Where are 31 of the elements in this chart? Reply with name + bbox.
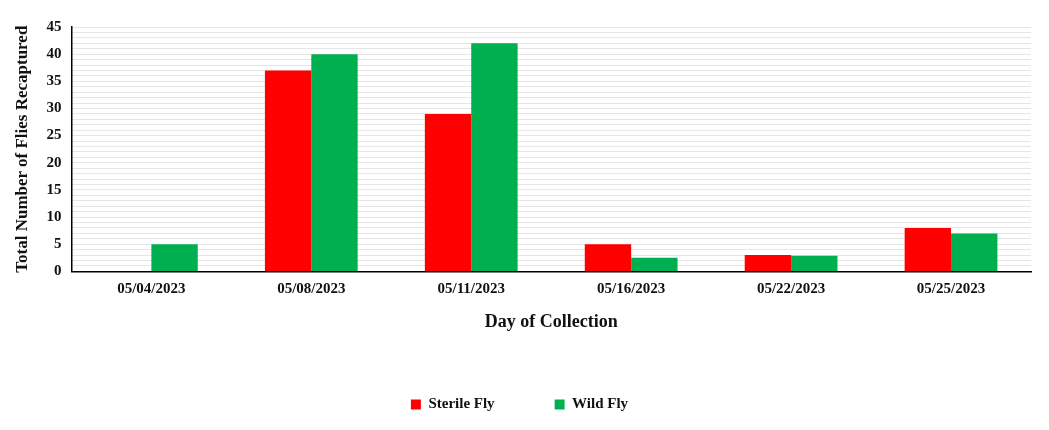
bar bbox=[744, 255, 792, 271]
y-tick-label: 25 bbox=[46, 126, 62, 143]
y-tick-label: 5 bbox=[53, 235, 62, 252]
legend-label: Wild Fly bbox=[572, 395, 629, 412]
bar bbox=[311, 54, 358, 271]
bar bbox=[904, 227, 952, 271]
x-tick-label: 05/11/2023 bbox=[437, 280, 505, 297]
x-tick-label: 05/22/2023 bbox=[756, 280, 826, 297]
y-tick-label: 45 bbox=[46, 17, 62, 34]
bar bbox=[584, 244, 632, 271]
bar bbox=[424, 113, 472, 271]
y-tick-label: 40 bbox=[46, 45, 62, 62]
x-axis-title: Day of Collection bbox=[484, 310, 618, 331]
y-tick-label: 30 bbox=[46, 99, 62, 116]
bar bbox=[264, 70, 312, 271]
bar bbox=[471, 43, 518, 271]
y-tick-label: 15 bbox=[46, 180, 62, 197]
bar bbox=[631, 257, 678, 271]
bar bbox=[791, 255, 838, 271]
x-tick-label: 05/08/2023 bbox=[277, 280, 346, 297]
bar bbox=[151, 244, 198, 271]
x-tick-label: 05/25/2023 bbox=[916, 280, 986, 297]
x-tick-label: 05/16/2023 bbox=[596, 280, 666, 297]
bar bbox=[951, 233, 998, 271]
y-tick-label: 0 bbox=[53, 262, 62, 279]
y-tick-label: 35 bbox=[46, 72, 62, 89]
x-tick-label: 05/04/2023 bbox=[117, 280, 186, 297]
y-tick-label: 10 bbox=[46, 207, 62, 224]
y-tick-label: 20 bbox=[46, 153, 62, 170]
y-axis-title: Total Number of Flies Recaptured bbox=[11, 25, 31, 273]
legend-label: Sterile Fly bbox=[428, 395, 496, 412]
